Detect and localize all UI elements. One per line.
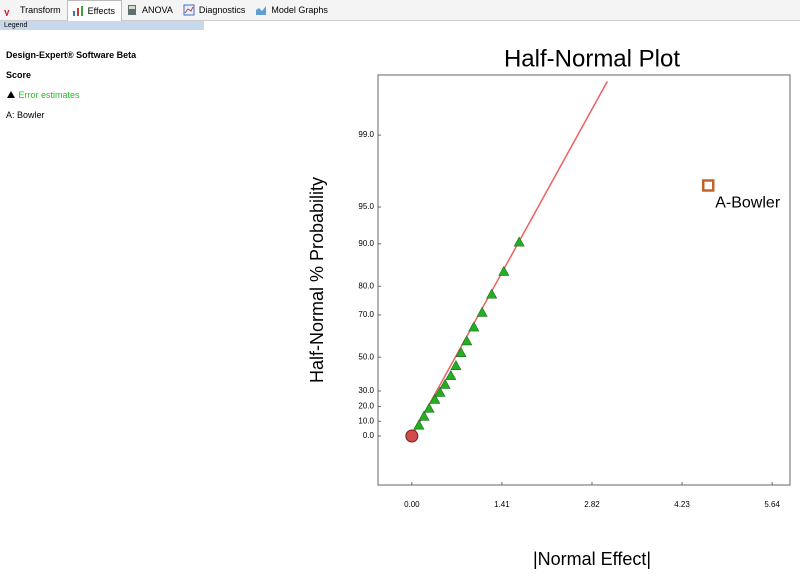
error-estimate-point xyxy=(445,369,457,380)
error-estimate-point xyxy=(486,288,498,299)
tab[interactable]: ANOVA xyxy=(122,0,179,20)
tab-label: ANOVA xyxy=(142,5,173,15)
x-tick-label: 1.41 xyxy=(494,500,510,509)
response-name: Score xyxy=(6,70,32,80)
origin-point xyxy=(405,429,419,443)
error-estimate-point xyxy=(498,265,510,276)
error-estimate-point xyxy=(513,236,525,247)
chart-title: Half-Normal Plot xyxy=(504,45,680,72)
error-estimate-point xyxy=(461,335,473,346)
tab[interactable]: Diagnostics xyxy=(179,0,252,20)
error-estimate-point xyxy=(476,306,488,317)
error-estimate-point xyxy=(455,347,467,358)
y-tick-label: 70.0 xyxy=(358,310,374,319)
tab-label: Diagnostics xyxy=(198,5,246,15)
error-estimate-point xyxy=(423,402,435,413)
error-estimate-point xyxy=(429,393,441,404)
effect-label: A-Bowler xyxy=(715,195,781,212)
tab[interactable]: y Transform xyxy=(0,0,67,20)
software-name: Design-Expert® Software Beta xyxy=(6,50,137,60)
tab-label: Model Graphs xyxy=(271,5,328,15)
error-estimate-point xyxy=(434,386,446,397)
legend-header: Legend xyxy=(0,21,204,30)
error-estimate-point xyxy=(450,360,462,370)
error-estimate-point xyxy=(468,321,480,332)
effect-point xyxy=(701,179,715,192)
error-estimate-point xyxy=(439,378,451,389)
y-tick-label: 90.0 xyxy=(358,239,374,248)
tab[interactable]: Effects xyxy=(66,0,123,21)
y-tick-label: 0.0 xyxy=(363,431,375,440)
y-tick-label: 30.0 xyxy=(358,386,374,395)
error-estimate-point xyxy=(418,410,430,421)
x-tick-label: 2.82 xyxy=(584,500,600,509)
y-tick-label: 10.0 xyxy=(358,416,374,425)
x-tick-label: 0.00 xyxy=(404,500,420,509)
legend-icon xyxy=(7,91,15,98)
legend-label: Error estimates xyxy=(18,90,80,100)
y-tick-label: 80.0 xyxy=(358,281,374,290)
error-estimate-point xyxy=(413,419,425,430)
y-tick-label: 99.0 xyxy=(358,130,374,139)
y-tick-label: 20.0 xyxy=(358,402,374,411)
tab[interactable]: Model Graphs xyxy=(251,0,334,20)
tab-label: Effects xyxy=(87,5,116,16)
y-tick-label: 95.0 xyxy=(358,202,374,211)
fit-line xyxy=(411,81,608,437)
tab-label: Transform xyxy=(20,5,61,15)
legend-panel: Design-Expert® Software Beta Score Error… xyxy=(6,50,136,130)
y-tick-label: 50.0 xyxy=(358,352,374,361)
x-tick-label: 4.23 xyxy=(674,500,690,509)
svg-text:y: y xyxy=(4,8,10,16)
y-axis-label: Half-Normal % Probability xyxy=(307,177,327,383)
legend-entry: Error estimates xyxy=(6,90,136,110)
x-axis-label: |Normal Effect| xyxy=(533,549,651,569)
factor-name: A: Bowler xyxy=(6,110,45,120)
plot-frame xyxy=(377,74,791,486)
x-tick-label: 5.64 xyxy=(764,500,780,509)
toolbar: y Transform Effects ANOVA Diagnostics Mod… xyxy=(0,0,800,21)
